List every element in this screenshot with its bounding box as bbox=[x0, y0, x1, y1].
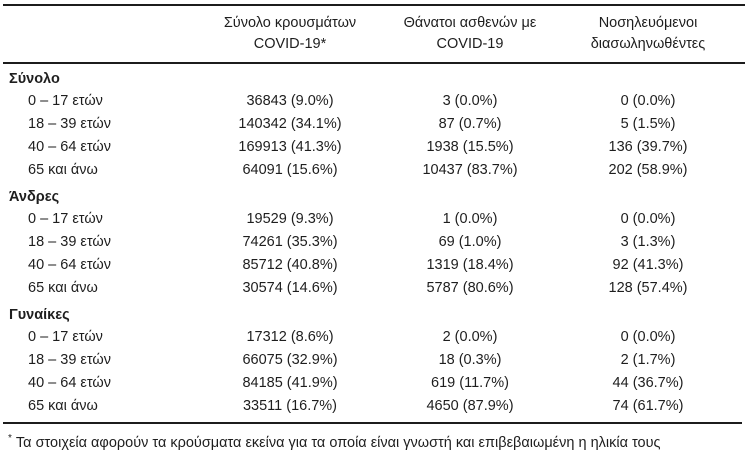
deaths-value: 1319 (18.4%) bbox=[426, 257, 514, 273]
table-row: 0 – 17 ετών 36843 (9.0%) 3 (0.0%) 0 (0.0… bbox=[3, 90, 745, 113]
intubated-value: 136 (39.7%) bbox=[608, 139, 688, 155]
table-row: 40 – 64 ετών 85712 (40.8%) 1319 (18.4%) … bbox=[3, 254, 745, 277]
age-label: 65 και άνω bbox=[28, 162, 98, 178]
deaths-value: 10437 (83.7%) bbox=[422, 162, 518, 178]
deaths-value: 4650 (87.9%) bbox=[426, 398, 514, 414]
intubated-value: 0 (0.0%) bbox=[620, 329, 676, 345]
section-label-total: Σύνολο bbox=[9, 71, 60, 87]
deaths-value: 619 (11.7%) bbox=[431, 375, 509, 391]
col-header-deaths-line1: Θάνατοι ασθενών με bbox=[403, 15, 537, 31]
deaths-value: 69 (1.0%) bbox=[438, 234, 502, 250]
section-row-men: Άνδρες bbox=[3, 182, 745, 208]
col-header-intubated-line1: Νοσηλευόμενοι bbox=[598, 15, 698, 31]
age-label: 40 – 64 ετών bbox=[28, 139, 111, 155]
cases-value: 19529 (9.3%) bbox=[246, 211, 334, 227]
deaths-value: 2 (0.0%) bbox=[442, 329, 498, 345]
section-label-men: Άνδρες bbox=[9, 189, 60, 205]
footnote-text: Τα στοιχεία αφορούν τα κρούσματα εκείνα … bbox=[15, 434, 661, 451]
table-row: 65 και άνω 64091 (15.6%) 10437 (83.7%) 2… bbox=[3, 159, 745, 182]
intubated-value: 3 (1.3%) bbox=[620, 234, 676, 250]
cases-value: 74261 (35.3%) bbox=[242, 234, 338, 250]
table-row: 18 – 39 ετών 140342 (34.1%) 87 (0.7%) 5 … bbox=[3, 113, 745, 136]
table-row: 0 – 17 ετών 17312 (8.6%) 2 (0.0%) 0 (0.0… bbox=[3, 326, 745, 349]
table-footnote: * Τα στοιχεία αφορούν τα κρούσματα εκείνα… bbox=[3, 422, 742, 457]
age-label: 40 – 64 ετών bbox=[28, 257, 111, 273]
table-row: 0 – 17 ετών 19529 (9.3%) 1 (0.0%) 0 (0.0… bbox=[3, 208, 745, 231]
table-row: 65 και άνω 30574 (14.6%) 5787 (80.6%) 12… bbox=[3, 277, 745, 300]
deaths-value: 5787 (80.6%) bbox=[426, 280, 514, 296]
col-header-deaths: Θάνατοι ασθενών με COVID-19 bbox=[392, 5, 548, 63]
intubated-value: 128 (57.4%) bbox=[608, 280, 688, 296]
intubated-value: 5 (1.5%) bbox=[620, 116, 676, 132]
age-label: 40 – 64 ετών bbox=[28, 375, 111, 391]
cases-value: 140342 (34.1%) bbox=[238, 116, 342, 132]
deaths-value: 87 (0.7%) bbox=[438, 116, 502, 132]
header-row: Σύνολο κρουσμάτων COVID-19* Θάνατοι ασθε… bbox=[3, 5, 745, 63]
section-row-total: Σύνολο bbox=[3, 63, 745, 90]
cases-value: 30574 (14.6%) bbox=[242, 280, 338, 296]
age-label: 65 και άνω bbox=[28, 398, 98, 414]
col-header-intubated: Νοσηλευόμενοι διασωληνωθέντες bbox=[548, 5, 745, 63]
col-header-cases-line2: COVID-19* bbox=[253, 36, 327, 52]
deaths-value: 1938 (15.5%) bbox=[426, 139, 514, 155]
table-row: 18 – 39 ετών 66075 (32.9%) 18 (0.3%) 2 (… bbox=[3, 349, 745, 372]
cases-value: 36843 (9.0%) bbox=[246, 93, 334, 109]
age-label: 65 και άνω bbox=[28, 280, 98, 296]
cases-value: 17312 (8.6%) bbox=[246, 329, 334, 345]
covid-age-distribution-table: Σύνολο κρουσμάτων COVID-19* Θάνατοι ασθε… bbox=[3, 4, 745, 422]
deaths-value: 3 (0.0%) bbox=[442, 93, 498, 109]
deaths-value: 18 (0.3%) bbox=[438, 352, 502, 368]
cases-value: 66075 (32.9%) bbox=[242, 352, 338, 368]
table-row: 18 – 39 ετών 74261 (35.3%) 69 (1.0%) 3 (… bbox=[3, 231, 745, 254]
cases-value: 64091 (15.6%) bbox=[242, 162, 338, 178]
deaths-value: 1 (0.0%) bbox=[442, 211, 498, 227]
col-header-intubated-line2: διασωληνωθέντες bbox=[590, 36, 706, 52]
cases-value: 85712 (40.8%) bbox=[242, 257, 338, 273]
intubated-value: 2 (1.7%) bbox=[620, 352, 676, 368]
table-row: 40 – 64 ετών 84185 (41.9%) 619 (11.7%) 4… bbox=[3, 372, 745, 395]
col-header-empty bbox=[3, 5, 188, 63]
intubated-value: 202 (58.9%) bbox=[608, 162, 688, 178]
table-row: 40 – 64 ετών 169913 (41.3%) 1938 (15.5%)… bbox=[3, 136, 745, 159]
col-header-cases-line1: Σύνολο κρουσμάτων bbox=[223, 15, 357, 31]
col-header-deaths-line2: COVID-19 bbox=[436, 36, 504, 52]
cases-value: 169913 (41.3%) bbox=[238, 139, 342, 155]
cases-value: 84185 (41.9%) bbox=[242, 375, 338, 391]
intubated-value: 74 (61.7%) bbox=[612, 398, 684, 414]
age-label: 0 – 17 ετών bbox=[28, 329, 103, 345]
section-label-women: Γυναίκες bbox=[9, 307, 70, 323]
age-label: 18 – 39 ετών bbox=[28, 352, 111, 368]
cases-value: 33511 (16.7%) bbox=[242, 398, 338, 414]
age-label: 0 – 17 ετών bbox=[28, 211, 103, 227]
col-header-cases: Σύνολο κρουσμάτων COVID-19* bbox=[188, 5, 392, 63]
footnote-asterisk-marker: * bbox=[8, 433, 12, 444]
intubated-value: 92 (41.3%) bbox=[612, 257, 684, 273]
age-label: 18 – 39 ετών bbox=[28, 116, 111, 132]
intubated-value: 0 (0.0%) bbox=[620, 93, 676, 109]
intubated-value: 0 (0.0%) bbox=[620, 211, 676, 227]
intubated-value: 44 (36.7%) bbox=[612, 375, 684, 391]
section-row-women: Γυναίκες bbox=[3, 300, 745, 326]
table-row: 65 και άνω 33511 (16.7%) 4650 (87.9%) 74… bbox=[3, 395, 745, 422]
age-label: 0 – 17 ετών bbox=[28, 93, 103, 109]
age-label: 18 – 39 ετών bbox=[28, 234, 111, 250]
